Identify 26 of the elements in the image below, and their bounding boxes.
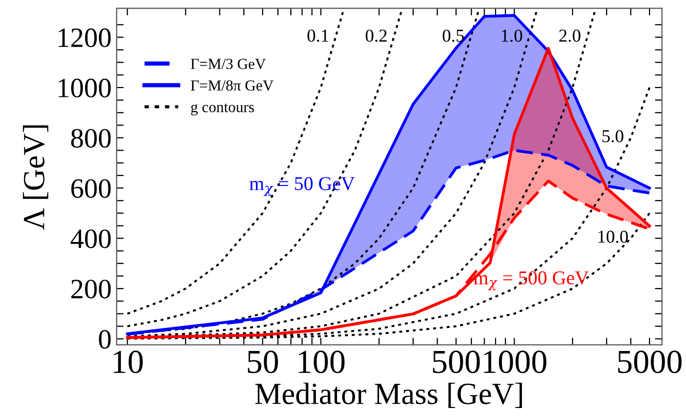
y-axis-title: Λ [GeV] [22,125,48,230]
x-tick-label: 100 [298,350,345,374]
x-axis-title: Mediator Mass [GeV] [255,382,522,408]
legend-label: Γ=M/3 GeV [190,58,266,70]
x-tick-label: 5000 [618,350,682,374]
annotation: 2.0 [559,30,580,42]
y-tick-label: 1200 [58,28,111,48]
annotation: 5.0 [602,130,624,142]
x-tick-label: 1000 [484,350,546,374]
x-tick-label: 10 [114,350,143,374]
y-tick-label: 800 [71,128,111,148]
x-tick-label: 500 [432,350,480,374]
annotation: 0.2 [366,30,387,42]
annotation: 10.0 [598,230,628,243]
y-tick-label: 0 [98,330,111,349]
legend-label: Γ=M/8π GeV [190,80,274,91]
y-tick-label: 600 [71,179,111,198]
y-tick-label: 200 [71,280,111,298]
x-tick-label: 50 [248,350,278,374]
y-tick-label: 400 [70,229,111,248]
annotation: 0.1 [307,30,328,42]
annotation: m$_{χ}$ = 50 GeV [250,177,355,196]
y-tick-label: 1000 [58,78,111,98]
legend-label: g contours [191,103,254,116]
annotation: 0.5 [442,30,464,42]
annotation: 1.0 [502,30,522,42]
